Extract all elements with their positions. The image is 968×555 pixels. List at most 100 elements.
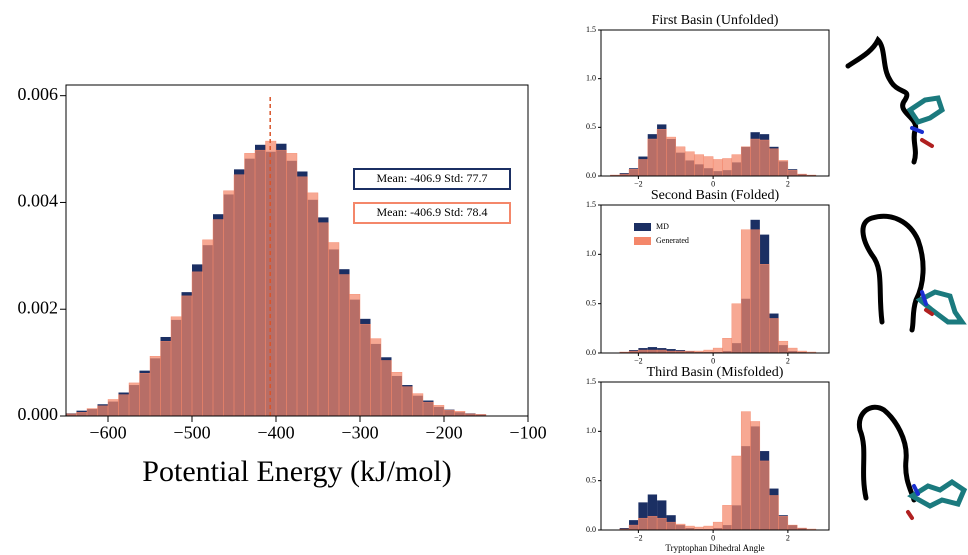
x-tick-label: −300 [341, 423, 378, 443]
bar [712, 159, 723, 176]
bar [139, 373, 151, 416]
bar [254, 149, 266, 416]
bar [656, 129, 667, 176]
x-axis-label: Potential Energy (kJ/mol) [142, 455, 451, 488]
bar [638, 502, 648, 530]
bar [338, 274, 350, 416]
bar [703, 156, 714, 176]
chart-title: Third Basin (Misfolded) [647, 365, 784, 380]
annotation-box [353, 202, 511, 224]
y-tick-label: 0.006 [18, 84, 59, 104]
x-tick-label: −200 [425, 423, 462, 443]
bar [170, 316, 182, 416]
bar [647, 515, 658, 530]
bar [731, 455, 742, 530]
bar [722, 338, 733, 353]
plot-frame [600, 29, 830, 177]
bar [349, 294, 361, 416]
bar [750, 138, 761, 176]
bar [787, 169, 798, 176]
bar [684, 151, 695, 176]
y-tick-label: 0.0 [586, 525, 596, 534]
plot-frame [600, 381, 830, 531]
bar [317, 222, 329, 416]
bar [628, 524, 639, 530]
y-tick-label: 1.0 [586, 249, 596, 258]
bar [759, 460, 770, 530]
legend-label: Generated [656, 236, 689, 245]
x-axis-label: Tryptophan Dihedral Angle [665, 543, 764, 553]
bar [86, 408, 98, 416]
bar [740, 146, 751, 176]
legend-swatch [634, 223, 651, 231]
y-tick-label: 0.0 [586, 348, 596, 357]
plot-area [66, 97, 487, 416]
y-tick-label: 0.5 [586, 475, 596, 484]
chart-title: First Basin (Unfolded) [652, 13, 779, 28]
y-tick-label: 1.5 [586, 200, 596, 209]
bar [768, 148, 779, 176]
x-tick-label: 2 [786, 179, 790, 188]
bar [107, 399, 119, 416]
bar [181, 295, 193, 416]
y-tick-label: 0.000 [18, 404, 59, 424]
y-tick-label: 1.0 [586, 426, 596, 435]
bar [191, 271, 203, 416]
bar [768, 318, 779, 353]
bar [233, 174, 245, 416]
plot-area [610, 124, 817, 176]
bar [787, 347, 798, 353]
y-tick-label: 1.5 [586, 377, 596, 386]
plot-frame [600, 204, 830, 354]
bar [244, 153, 256, 416]
legend-label: MD [656, 222, 669, 231]
bar [768, 495, 779, 530]
bar [359, 323, 371, 416]
molecule-folded [860, 213, 967, 333]
y-tick-label: 0.0 [586, 171, 596, 180]
y-tick-label: 0.5 [586, 298, 596, 307]
x-tick-label: −600 [89, 423, 126, 443]
bar [759, 264, 770, 353]
bar [684, 525, 695, 530]
bar [76, 412, 88, 416]
y-tick-label: 1.5 [586, 25, 596, 34]
bar [286, 153, 298, 416]
bar [666, 136, 676, 176]
x-tick-label: 0 [711, 533, 715, 542]
bar [694, 154, 704, 176]
bar [422, 401, 434, 416]
bar [401, 386, 413, 416]
bar [759, 139, 770, 176]
x-tick-label: −2 [634, 533, 643, 542]
bar [675, 146, 686, 176]
annotation-box [353, 168, 511, 190]
bar [750, 421, 761, 530]
bar [778, 340, 789, 353]
bar [750, 229, 761, 353]
bar [391, 372, 403, 416]
bar [454, 410, 466, 416]
bar [97, 405, 109, 416]
bar [638, 159, 648, 176]
bar [712, 521, 723, 530]
bar [722, 158, 733, 176]
bar [275, 149, 287, 416]
bar [380, 360, 392, 416]
molecule-unfolded [845, 35, 945, 165]
y-tick-label: 0.002 [18, 297, 59, 317]
bar [328, 242, 340, 416]
bar [778, 160, 789, 176]
annotation: Mean: -406.9 Std: 77.7 [377, 171, 488, 185]
bar [722, 505, 733, 530]
bar [740, 411, 751, 530]
x-tick-label: −500 [173, 423, 210, 443]
bar [118, 394, 130, 416]
bar [202, 239, 214, 416]
bar [787, 524, 798, 530]
bar [712, 347, 723, 353]
bar [703, 525, 714, 530]
bar [443, 409, 455, 416]
